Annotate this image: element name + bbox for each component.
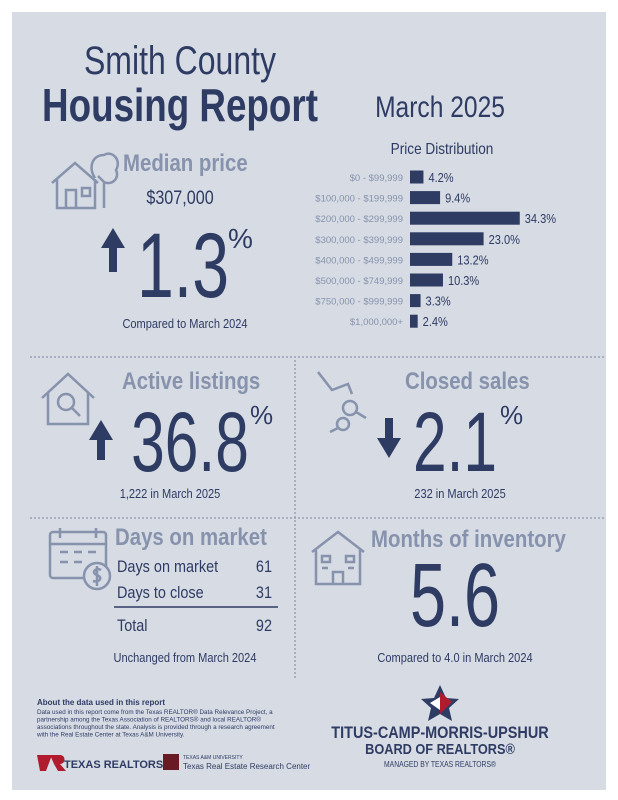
bar-label: 4.2%: [428, 170, 453, 185]
dom-note: Unchanged from March 2024: [114, 650, 257, 665]
bar-label: 10.3%: [448, 273, 480, 288]
board-name: TITUS-CAMP-MORRIS-UPSHUR: [331, 724, 549, 742]
row-label: Total: [117, 617, 148, 635]
moi-value: 5.6: [410, 545, 500, 646]
house-icon: [51, 152, 120, 210]
about-title: About the data used in this report: [37, 698, 165, 707]
bar: [410, 252, 453, 266]
price-range: $500,000 - $749,999: [315, 276, 403, 287]
bar: [410, 232, 484, 246]
price-range: $1,000,000+: [350, 317, 404, 328]
dist-title: Price Distribution: [391, 141, 494, 158]
price-range: $200,000 - $299,999: [315, 214, 403, 225]
price-range: $100,000 - $199,999: [315, 194, 403, 205]
about-line: Data used in this report come from the T…: [37, 708, 273, 716]
title-line1: Smith County: [84, 38, 277, 83]
board-managed: MANAGED BY TEXAS REALTORS®: [384, 759, 496, 769]
row-value: 31: [256, 584, 272, 602]
bar: [410, 191, 441, 205]
price-range: $400,000 - $499,999: [315, 255, 403, 266]
building-icon: [311, 530, 365, 586]
about-line: partnership among the Texas Association …: [37, 716, 261, 724]
title-line2: Housing Report: [42, 79, 318, 131]
calendar-icon: [48, 528, 112, 591]
median-note: Compared to March 2024: [122, 316, 247, 331]
dom-table: Days on market 61 Days to close 31 Total 92: [117, 558, 272, 635]
price-range: $300,000 - $399,999: [315, 235, 403, 246]
bar: [410, 273, 443, 287]
bar-label: 2.4%: [423, 314, 448, 329]
moi-note: Compared to 4.0 in March 2024: [377, 650, 532, 665]
logo-recenter: Texas Real Estate Research Center: [183, 762, 311, 771]
median-arrow: [101, 228, 125, 272]
bar-label: 34.3%: [525, 211, 557, 226]
board-logo: [421, 685, 459, 721]
active-heading: Active listings: [122, 367, 260, 394]
logo-tamu: TEXAS A&M UNIVERSITY: [183, 755, 243, 761]
bar: [410, 211, 520, 225]
bar: [410, 294, 421, 308]
closed-change: 2.1: [413, 395, 497, 489]
logo-tr: TEXAS REALTORS: [64, 759, 163, 771]
active-change: 36.8: [131, 395, 249, 489]
row-value: 92: [256, 617, 272, 635]
tamu-logo: [163, 754, 179, 770]
closed-arrow: [377, 418, 401, 458]
active-arrow: [89, 420, 113, 460]
row-label: Days to close: [117, 584, 204, 602]
about-line: associations throughout the state. Analy…: [37, 724, 275, 731]
price-distribution: $0 - $99,999 4.2% $100,000 - $199,999 9.4% $…: [315, 170, 556, 329]
price-range: $750,000 - $999,999: [315, 297, 403, 308]
bar-label: 13.2%: [457, 253, 489, 268]
row-value: 61: [256, 558, 272, 576]
listing-icon: [41, 372, 95, 426]
bar: [410, 314, 418, 328]
closed-unit: %: [500, 400, 523, 430]
median-unit: %: [228, 223, 253, 254]
median-change: 1.3: [137, 213, 229, 316]
closed-heading: Closed sales: [405, 367, 530, 394]
panel: [12, 12, 606, 790]
moi-heading: Months of inventory: [371, 525, 566, 552]
price-range: $0 - $99,999: [350, 173, 403, 184]
period: March 2025: [375, 90, 505, 124]
bar-label: 23.0%: [489, 232, 521, 247]
board-sub: BOARD OF REALTORS®: [365, 740, 515, 757]
bar-label: 9.4%: [445, 191, 470, 206]
about-text: Data used in this report come from the T…: [36, 708, 275, 739]
keys-icon: [317, 371, 367, 434]
about-line: with the Real Estate Center at Texas A&M…: [36, 732, 185, 739]
bar-label: 3.3%: [426, 294, 451, 309]
bar: [410, 170, 424, 184]
active-unit: %: [250, 400, 273, 430]
active-note: 1,222 in March 2025: [120, 486, 221, 501]
row-label: Days on market: [117, 558, 219, 576]
median-heading: Median price: [123, 149, 248, 176]
dom-heading: Days on market: [115, 523, 267, 550]
closed-note: 232 in March 2025: [414, 486, 506, 501]
tr-logo: [37, 755, 66, 771]
median-price: $307,000: [146, 187, 214, 209]
